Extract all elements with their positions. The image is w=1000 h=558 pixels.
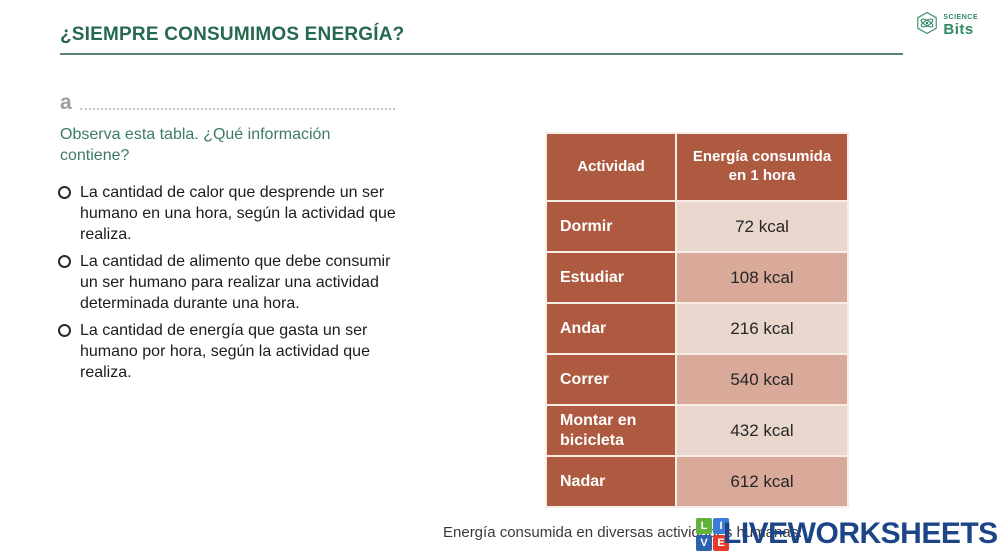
title-underline [60, 53, 903, 55]
logo-square-v: V [696, 534, 712, 551]
section-dotted-rule [79, 108, 395, 110]
table-caption: Energía consumida en diversas actividade… [443, 524, 803, 541]
activity-cell: Dormir [547, 202, 675, 251]
option-label: La cantidad de energía que gasta un ser … [80, 322, 370, 381]
table-row: Dormir 72 kcal [547, 202, 847, 251]
section-a-heading: a [60, 92, 395, 113]
table-row: Montar en bicicleta 432 kcal [547, 406, 847, 455]
table-row: Andar 216 kcal [547, 304, 847, 353]
logo-bits-label: Bits [943, 21, 974, 38]
radio-option-1[interactable]: La cantidad de calor que desprende un se… [58, 182, 403, 245]
science-bits-logo: SCIENCE Bits [915, 11, 978, 40]
logo-science-label: SCIENCE [943, 14, 978, 21]
liveworksheets-logo-icon: L I V E [696, 517, 729, 551]
radio-option-2[interactable]: La cantidad de alimento que debe consumi… [58, 251, 403, 314]
atom-hexagon-icon [915, 11, 939, 40]
options-list: La cantidad de calor que desprende un se… [58, 182, 403, 383]
logo-square-i: I [713, 517, 729, 534]
option-label: La cantidad de alimento que debe consumi… [80, 253, 391, 312]
radio-button-icon[interactable] [58, 255, 71, 268]
activity-cell: Andar [547, 304, 675, 353]
question-text: Observa esta tabla. ¿Qué información con… [60, 126, 331, 164]
activity-cell: Estudiar [547, 253, 675, 302]
table-row: Nadar 612 kcal [547, 457, 847, 506]
activity-cell: Correr [547, 355, 675, 404]
option-label: La cantidad de calor que desprende un se… [80, 184, 396, 243]
column-header-activity: Actividad [547, 134, 675, 200]
activity-cell: Nadar [547, 457, 675, 506]
liveworksheets-watermark[interactable]: L I V E LIVEWORKSHEETS [696, 517, 998, 551]
radio-button-icon[interactable] [58, 324, 71, 337]
energy-cell: 612 kcal [677, 457, 847, 506]
logo-square-l: L [696, 517, 712, 534]
activity-cell: Montar en bicicleta [547, 406, 675, 455]
column-header-energy: Energía consumida en 1 hora [677, 134, 847, 200]
energy-cell: 432 kcal [677, 406, 847, 455]
energy-cell: 540 kcal [677, 355, 847, 404]
radio-button-icon[interactable] [58, 186, 71, 199]
energy-cell: 216 kcal [677, 304, 847, 353]
energy-table: Actividad Energía consumida en 1 hora Do… [545, 132, 849, 508]
table-header-row: Actividad Energía consumida en 1 hora [547, 134, 847, 200]
liveworksheets-wordmark: LIVEWORKSHEETS [723, 517, 998, 550]
table-row: Correr 540 kcal [547, 355, 847, 404]
section-label: a [60, 91, 72, 114]
radio-option-3[interactable]: La cantidad de energía que gasta un ser … [58, 320, 403, 383]
energy-cell: 108 kcal [677, 253, 847, 302]
page-title: ¿SIEMPRE CONSUMIMOS ENERGÍA? [60, 24, 405, 45]
energy-cell: 72 kcal [677, 202, 847, 251]
table-row: Estudiar 108 kcal [547, 253, 847, 302]
logo-square-e: E [713, 534, 729, 551]
